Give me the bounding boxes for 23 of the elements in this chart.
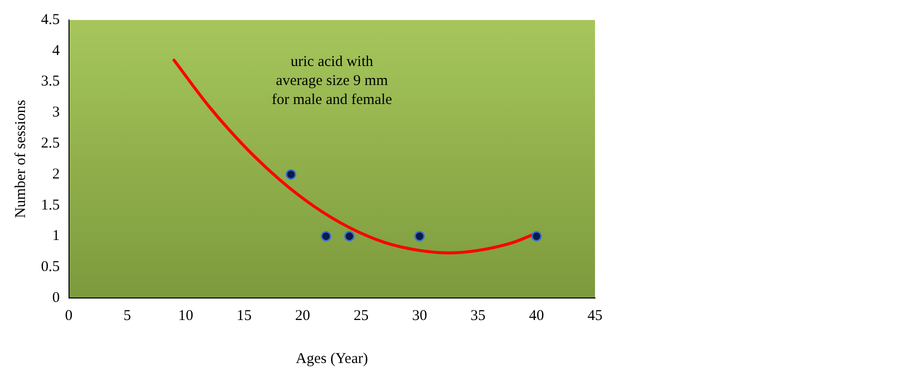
x-tick-label: 20 bbox=[295, 308, 310, 324]
y-tick-label: 1 bbox=[52, 228, 60, 244]
y-tick-label: 0.5 bbox=[41, 259, 60, 276]
x-tick-label: 30 bbox=[412, 308, 428, 324]
y-tick-label: 3 bbox=[52, 104, 60, 121]
x-tick-label: 45 bbox=[588, 308, 602, 324]
y-tick-label: 2.5 bbox=[41, 135, 60, 152]
y-tick-label: 1.5 bbox=[41, 197, 60, 214]
x-tick-label: 0 bbox=[65, 308, 72, 324]
y-tick-label: 0 bbox=[52, 290, 60, 306]
y-tick-label: 2 bbox=[52, 166, 60, 182]
y-tick-label: 4 bbox=[52, 42, 60, 59]
x-tick-label: 10 bbox=[178, 308, 194, 324]
x-tick-label: 25 bbox=[354, 308, 369, 324]
x-axis-title: Ages (Year) bbox=[296, 350, 368, 367]
y-axis-title: Number of sessions bbox=[12, 100, 29, 218]
x-tick-label: 5 bbox=[123, 308, 131, 324]
y-tick-label: 4.5 bbox=[41, 12, 60, 28]
x-tick-label: 15 bbox=[236, 308, 252, 324]
x-tick-label: 40 bbox=[529, 308, 544, 324]
y-tick-label: 3.5 bbox=[41, 74, 60, 90]
x-tick-label: 35 bbox=[470, 308, 486, 324]
annotation: uric acid with average size 9 mm for male and female bbox=[272, 54, 392, 108]
